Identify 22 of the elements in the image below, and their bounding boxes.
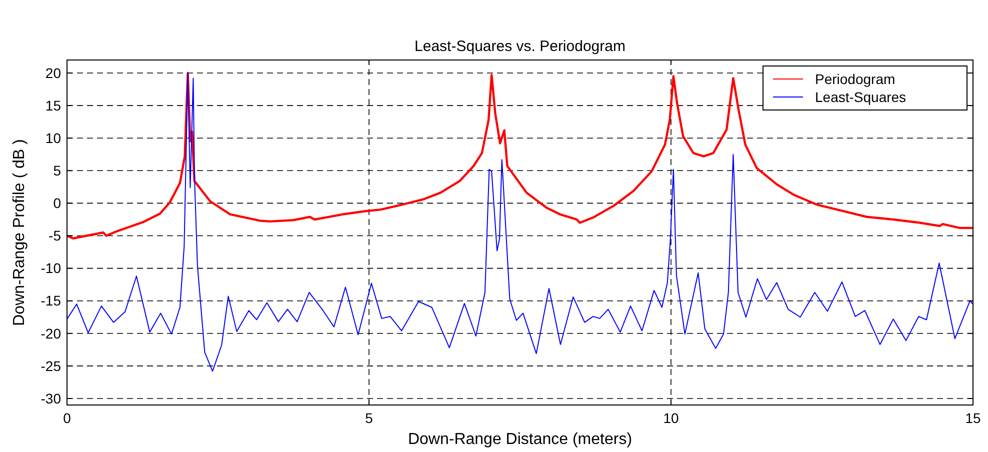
y-tick-label: -30 <box>40 390 62 406</box>
y-tick-label: -20 <box>40 325 62 342</box>
y-tick-label: 15 <box>45 97 62 114</box>
x-tick-label: 0 <box>63 410 72 426</box>
y-axis-title: Down-Range Profile ( dB ) <box>11 139 28 326</box>
y-tick-label: 10 <box>45 130 62 146</box>
x-tick-label: 5 <box>365 410 374 426</box>
y-tick-label: 5 <box>53 162 62 179</box>
line-series <box>66 72 974 372</box>
x-axis-title: Down-Range Distance (meters) <box>408 431 632 448</box>
line-series <box>66 72 974 240</box>
y-tick-label: 20 <box>45 64 62 81</box>
chart-title: Least-Squares vs. Periodogram <box>414 38 626 55</box>
y-tick-label: -15 <box>40 292 62 309</box>
x-tick-label: 10 <box>663 410 679 426</box>
y-tick-label: -5 <box>48 228 62 244</box>
y-tick-label: -25 <box>40 358 62 374</box>
y-tick-label: 0 <box>53 195 62 212</box>
legend-label: Periodogram <box>815 70 896 87</box>
y-tick-label: -10 <box>40 260 62 276</box>
x-tick-label: 15 <box>965 410 981 426</box>
legend-label: Least-Squares <box>815 88 906 105</box>
